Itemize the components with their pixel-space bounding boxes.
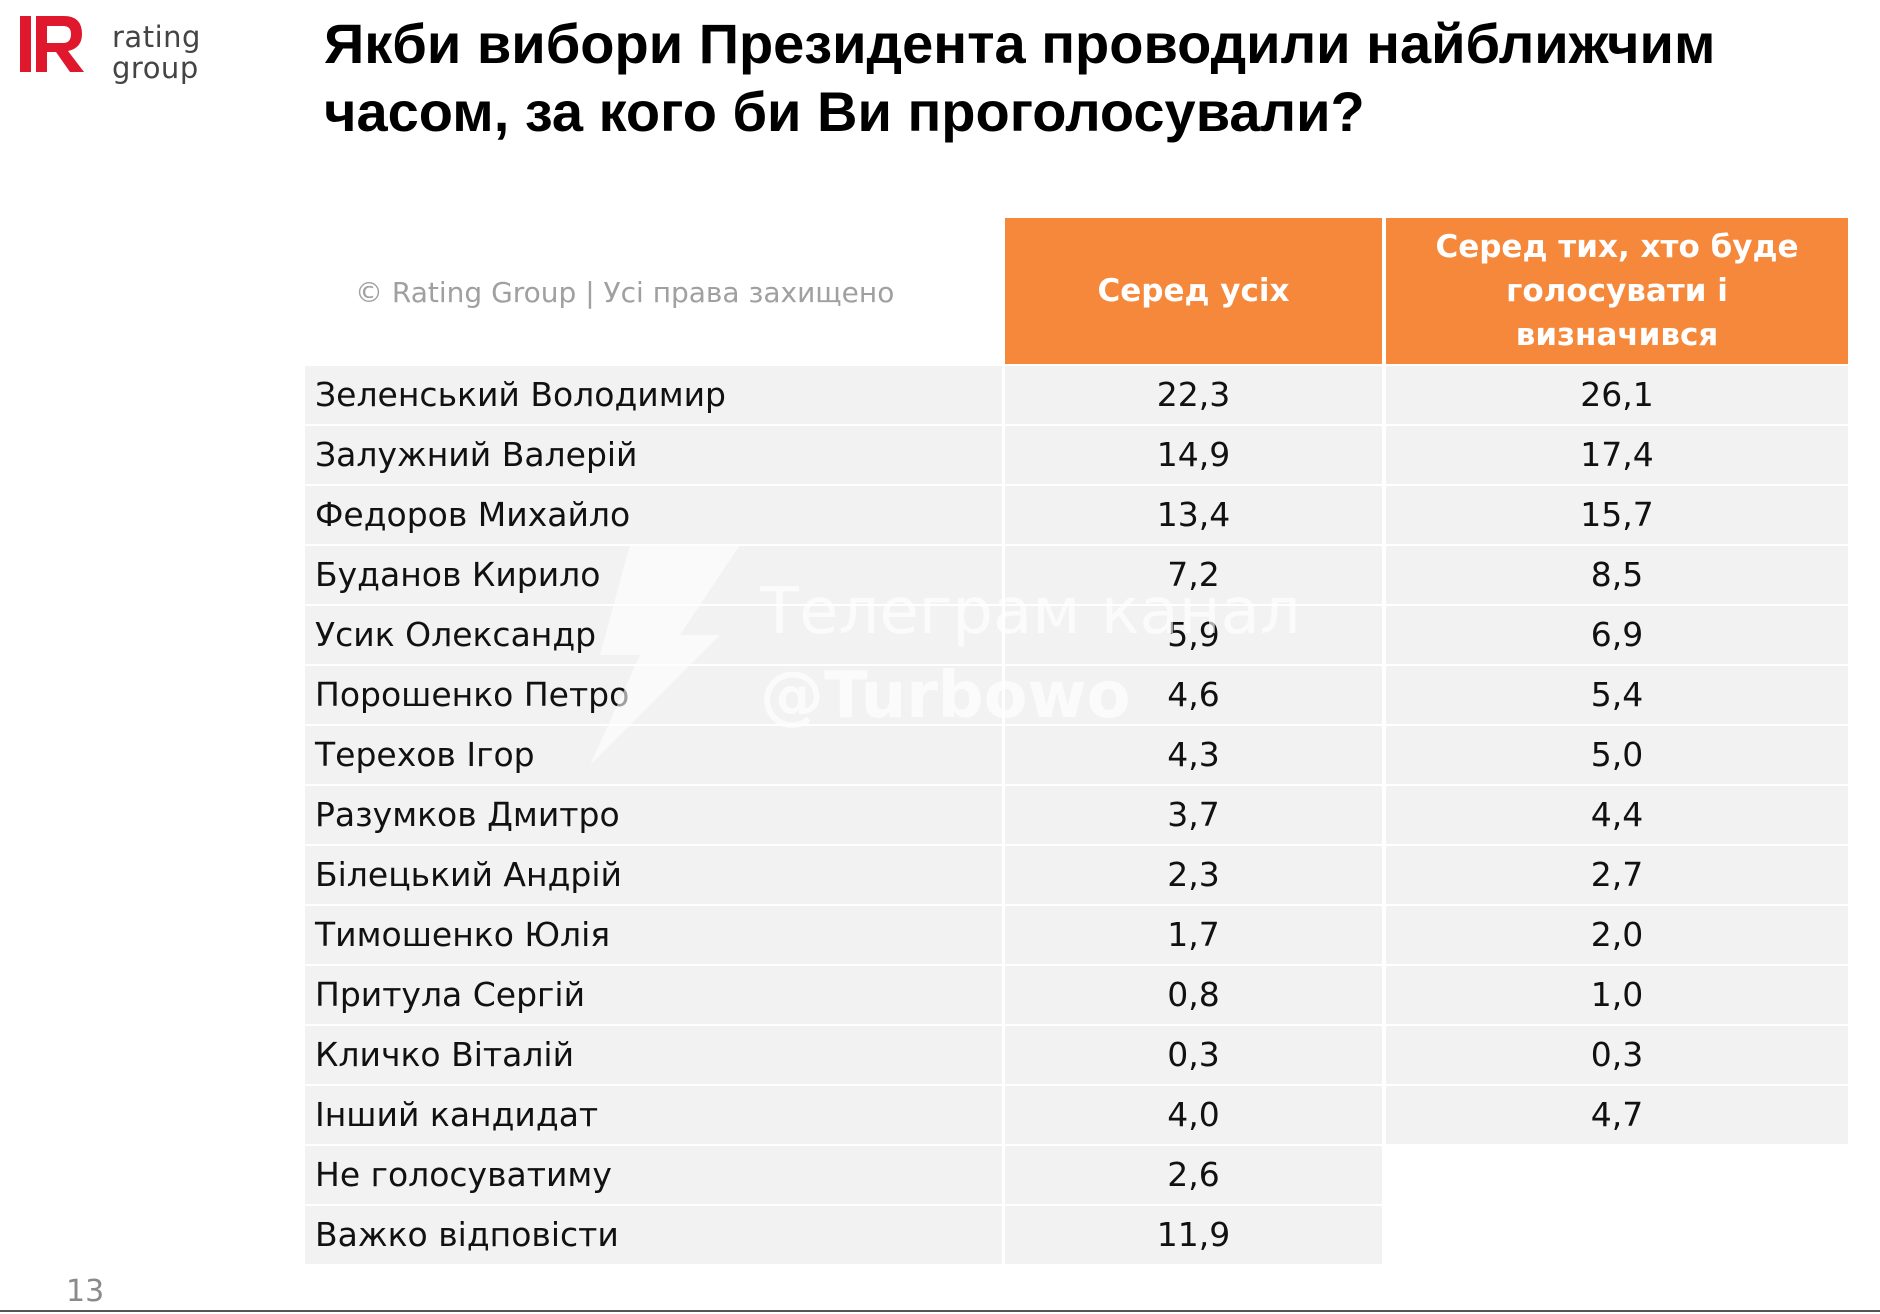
candidate-name: Терехов Ігор xyxy=(305,726,1002,784)
candidate-name: Не голосуватиму xyxy=(305,1146,1002,1204)
header-among-decided: Серед тих, хто буде голосувати і визначи… xyxy=(1386,218,1848,364)
copyright-notice: © Rating Group | Усі права захищено xyxy=(355,276,895,309)
value-among-all: 4,0 xyxy=(1005,1086,1382,1144)
value-among-decided: 5,4 xyxy=(1386,666,1848,724)
candidate-name: Тимошенко Юлія xyxy=(305,906,1002,964)
value-among-decided: 2,7 xyxy=(1386,846,1848,904)
value-among-all: 22,3 xyxy=(1005,366,1382,424)
value-among-decided xyxy=(1386,1206,1848,1264)
value-among-decided: 15,7 xyxy=(1386,486,1848,544)
logo-word-rating: rating xyxy=(112,20,201,54)
value-among-decided: 17,4 xyxy=(1386,426,1848,484)
value-among-decided: 26,1 xyxy=(1386,366,1848,424)
candidate-name: Кличко Віталій xyxy=(305,1026,1002,1084)
table-row: Федоров Михайло 13,4 15,7 xyxy=(305,486,1848,546)
logo-word-group: group xyxy=(112,51,199,85)
table-row: Залужний Валерій 14,9 17,4 xyxy=(305,426,1848,486)
table-row: Зеленський Володимир 22,3 26,1 xyxy=(305,366,1848,426)
table-row: Буданов Кирило 7,2 8,5 xyxy=(305,546,1848,606)
table-row: Разумков Дмитро 3,7 4,4 xyxy=(305,786,1848,846)
value-among-decided: 0,3 xyxy=(1386,1026,1848,1084)
table-row: Важко відповісти 11,9 xyxy=(305,1206,1848,1266)
value-among-decided: 8,5 xyxy=(1386,546,1848,604)
bottom-divider xyxy=(0,1310,1880,1312)
table-row: Не голосуватиму 2,6 xyxy=(305,1146,1848,1206)
value-among-decided: 1,0 xyxy=(1386,966,1848,1024)
page-number: 13 xyxy=(66,1274,105,1309)
value-among-all: 4,6 xyxy=(1005,666,1382,724)
table-row: Інший кандидат 4,0 4,7 xyxy=(305,1086,1848,1146)
value-among-decided: 2,0 xyxy=(1386,906,1848,964)
candidate-name: Важко відповісти xyxy=(305,1206,1002,1264)
table-row: Порошенко Петро 4,6 5,4 xyxy=(305,666,1848,726)
candidate-name: Федоров Михайло xyxy=(305,486,1002,544)
table-row: Притула Сергій 0,8 1,0 xyxy=(305,966,1848,1026)
value-among-all: 0,3 xyxy=(1005,1026,1382,1084)
table-row: Білецький Андрій 2,3 2,7 xyxy=(305,846,1848,906)
value-among-decided: 4,4 xyxy=(1386,786,1848,844)
value-among-all: 1,7 xyxy=(1005,906,1382,964)
value-among-decided xyxy=(1386,1146,1848,1204)
table-row: Тимошенко Юлія 1,7 2,0 xyxy=(305,906,1848,966)
value-among-all: 2,3 xyxy=(1005,846,1382,904)
value-among-decided: 4,7 xyxy=(1386,1086,1848,1144)
value-among-decided: 5,0 xyxy=(1386,726,1848,784)
table-body: Зеленський Володимир 22,3 26,1 Залужний Вал… xyxy=(305,366,1848,1266)
value-among-all: 11,9 xyxy=(1005,1206,1382,1264)
table-row: Терехов Ігор 4,3 5,0 xyxy=(305,726,1848,786)
header-among-decided-label: Серед тих, хто буде голосувати і визначи… xyxy=(1435,229,1799,353)
candidate-name: Зеленський Володимир xyxy=(305,366,1002,424)
candidate-name: Залужний Валерій xyxy=(305,426,1002,484)
candidate-name: Притула Сергій xyxy=(305,966,1002,1024)
value-among-all: 7,2 xyxy=(1005,546,1382,604)
value-among-all: 3,7 xyxy=(1005,786,1382,844)
value-among-all: 5,9 xyxy=(1005,606,1382,664)
value-among-all: 4,3 xyxy=(1005,726,1382,784)
value-among-all: 0,8 xyxy=(1005,966,1382,1024)
value-among-all: 14,9 xyxy=(1005,426,1382,484)
candidate-name: Інший кандидат xyxy=(305,1086,1002,1144)
page-title: Якби вибори Президента проводили найближ… xyxy=(324,12,1716,143)
candidate-name: Разумков Дмитро xyxy=(305,786,1002,844)
candidate-name: Білецький Андрій xyxy=(305,846,1002,904)
table-row: Усик Олександр 5,9 6,9 xyxy=(305,606,1848,666)
value-among-all: 13,4 xyxy=(1005,486,1382,544)
value-among-all: 2,6 xyxy=(1005,1146,1382,1204)
lightning-bolt-icon xyxy=(590,545,740,765)
value-among-decided: 6,9 xyxy=(1386,606,1848,664)
rating-group-r-icon xyxy=(20,16,84,72)
table-row: Кличко Віталій 0,3 0,3 xyxy=(305,1026,1848,1086)
header-among-all: Серед усіх xyxy=(1005,218,1382,364)
rating-group-logo: rating group xyxy=(20,14,200,84)
